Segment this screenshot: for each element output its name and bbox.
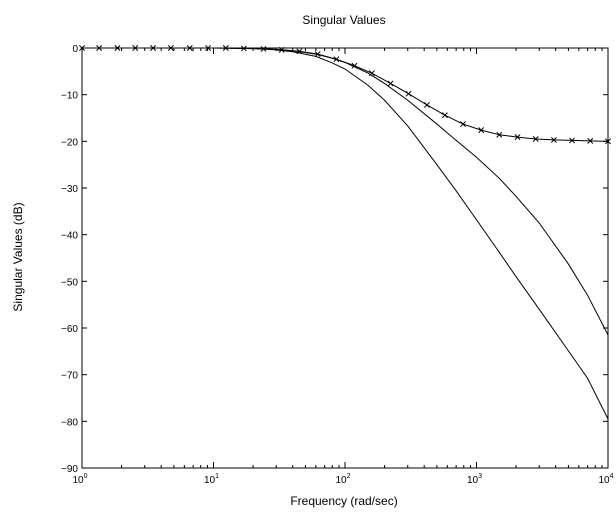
chart-title: Singular Values	[302, 13, 385, 27]
series-1-point-marker	[478, 127, 485, 134]
series-1-point-marker	[550, 136, 557, 143]
x-tick-label: 103	[467, 473, 482, 486]
x-tick-label-base: 10	[335, 475, 347, 486]
x-tick-label-base: 10	[598, 475, 610, 486]
series-1-point-marker	[405, 90, 412, 97]
series-1-point-marker	[514, 134, 521, 141]
series-1-point-marker	[569, 137, 576, 144]
series-1-point-marker	[460, 121, 466, 128]
x-tick-label-base: 10	[204, 475, 216, 486]
y-tick-label: −40	[61, 231, 78, 242]
y-tick-label: −30	[61, 184, 78, 195]
x-tick-label-exponent: 0	[84, 473, 88, 480]
x-tick-label: 104	[598, 473, 613, 486]
plot-area-frame	[81, 47, 609, 469]
x-tick-label-base: 10	[72, 475, 84, 486]
y-tick-label: 0	[72, 44, 78, 55]
series-1-point-marker	[587, 137, 594, 144]
series-2-line	[82, 47, 609, 336]
series-1-point-marker	[387, 80, 394, 87]
series-1-point-marker	[605, 138, 611, 145]
y-tick-label: −50	[61, 277, 78, 288]
x-tick-label: 100	[72, 473, 87, 486]
x-tick-label: 101	[204, 473, 219, 486]
x-tick-label-exponent: 3	[478, 473, 482, 480]
y-tick-label: −90	[61, 464, 78, 475]
y-tick-label: −10	[61, 91, 78, 102]
x-tick-label-exponent: 4	[610, 473, 614, 480]
y-tick-label: −60	[61, 324, 78, 335]
x-tick-label: 102	[335, 473, 350, 486]
series-1-point-marker	[441, 112, 448, 119]
series-1-point-marker	[532, 136, 539, 142]
x-axis-label: Frequency (rad/sec)	[290, 494, 397, 508]
series-1-point-marker	[496, 131, 503, 138]
y-axis-label: Singular Values (dB)	[11, 202, 25, 311]
x-tick-label-exponent: 2	[347, 473, 351, 480]
x-tick-label-base: 10	[467, 475, 479, 486]
x-tick-label-exponent: 1	[215, 473, 219, 480]
y-tick-label: −70	[61, 371, 78, 382]
series-1-point-marker	[424, 101, 430, 108]
y-tick-label: −20	[61, 137, 78, 148]
series-layer	[79, 45, 611, 420]
series-3-line	[82, 47, 609, 420]
y-tick-label: −80	[61, 417, 78, 428]
